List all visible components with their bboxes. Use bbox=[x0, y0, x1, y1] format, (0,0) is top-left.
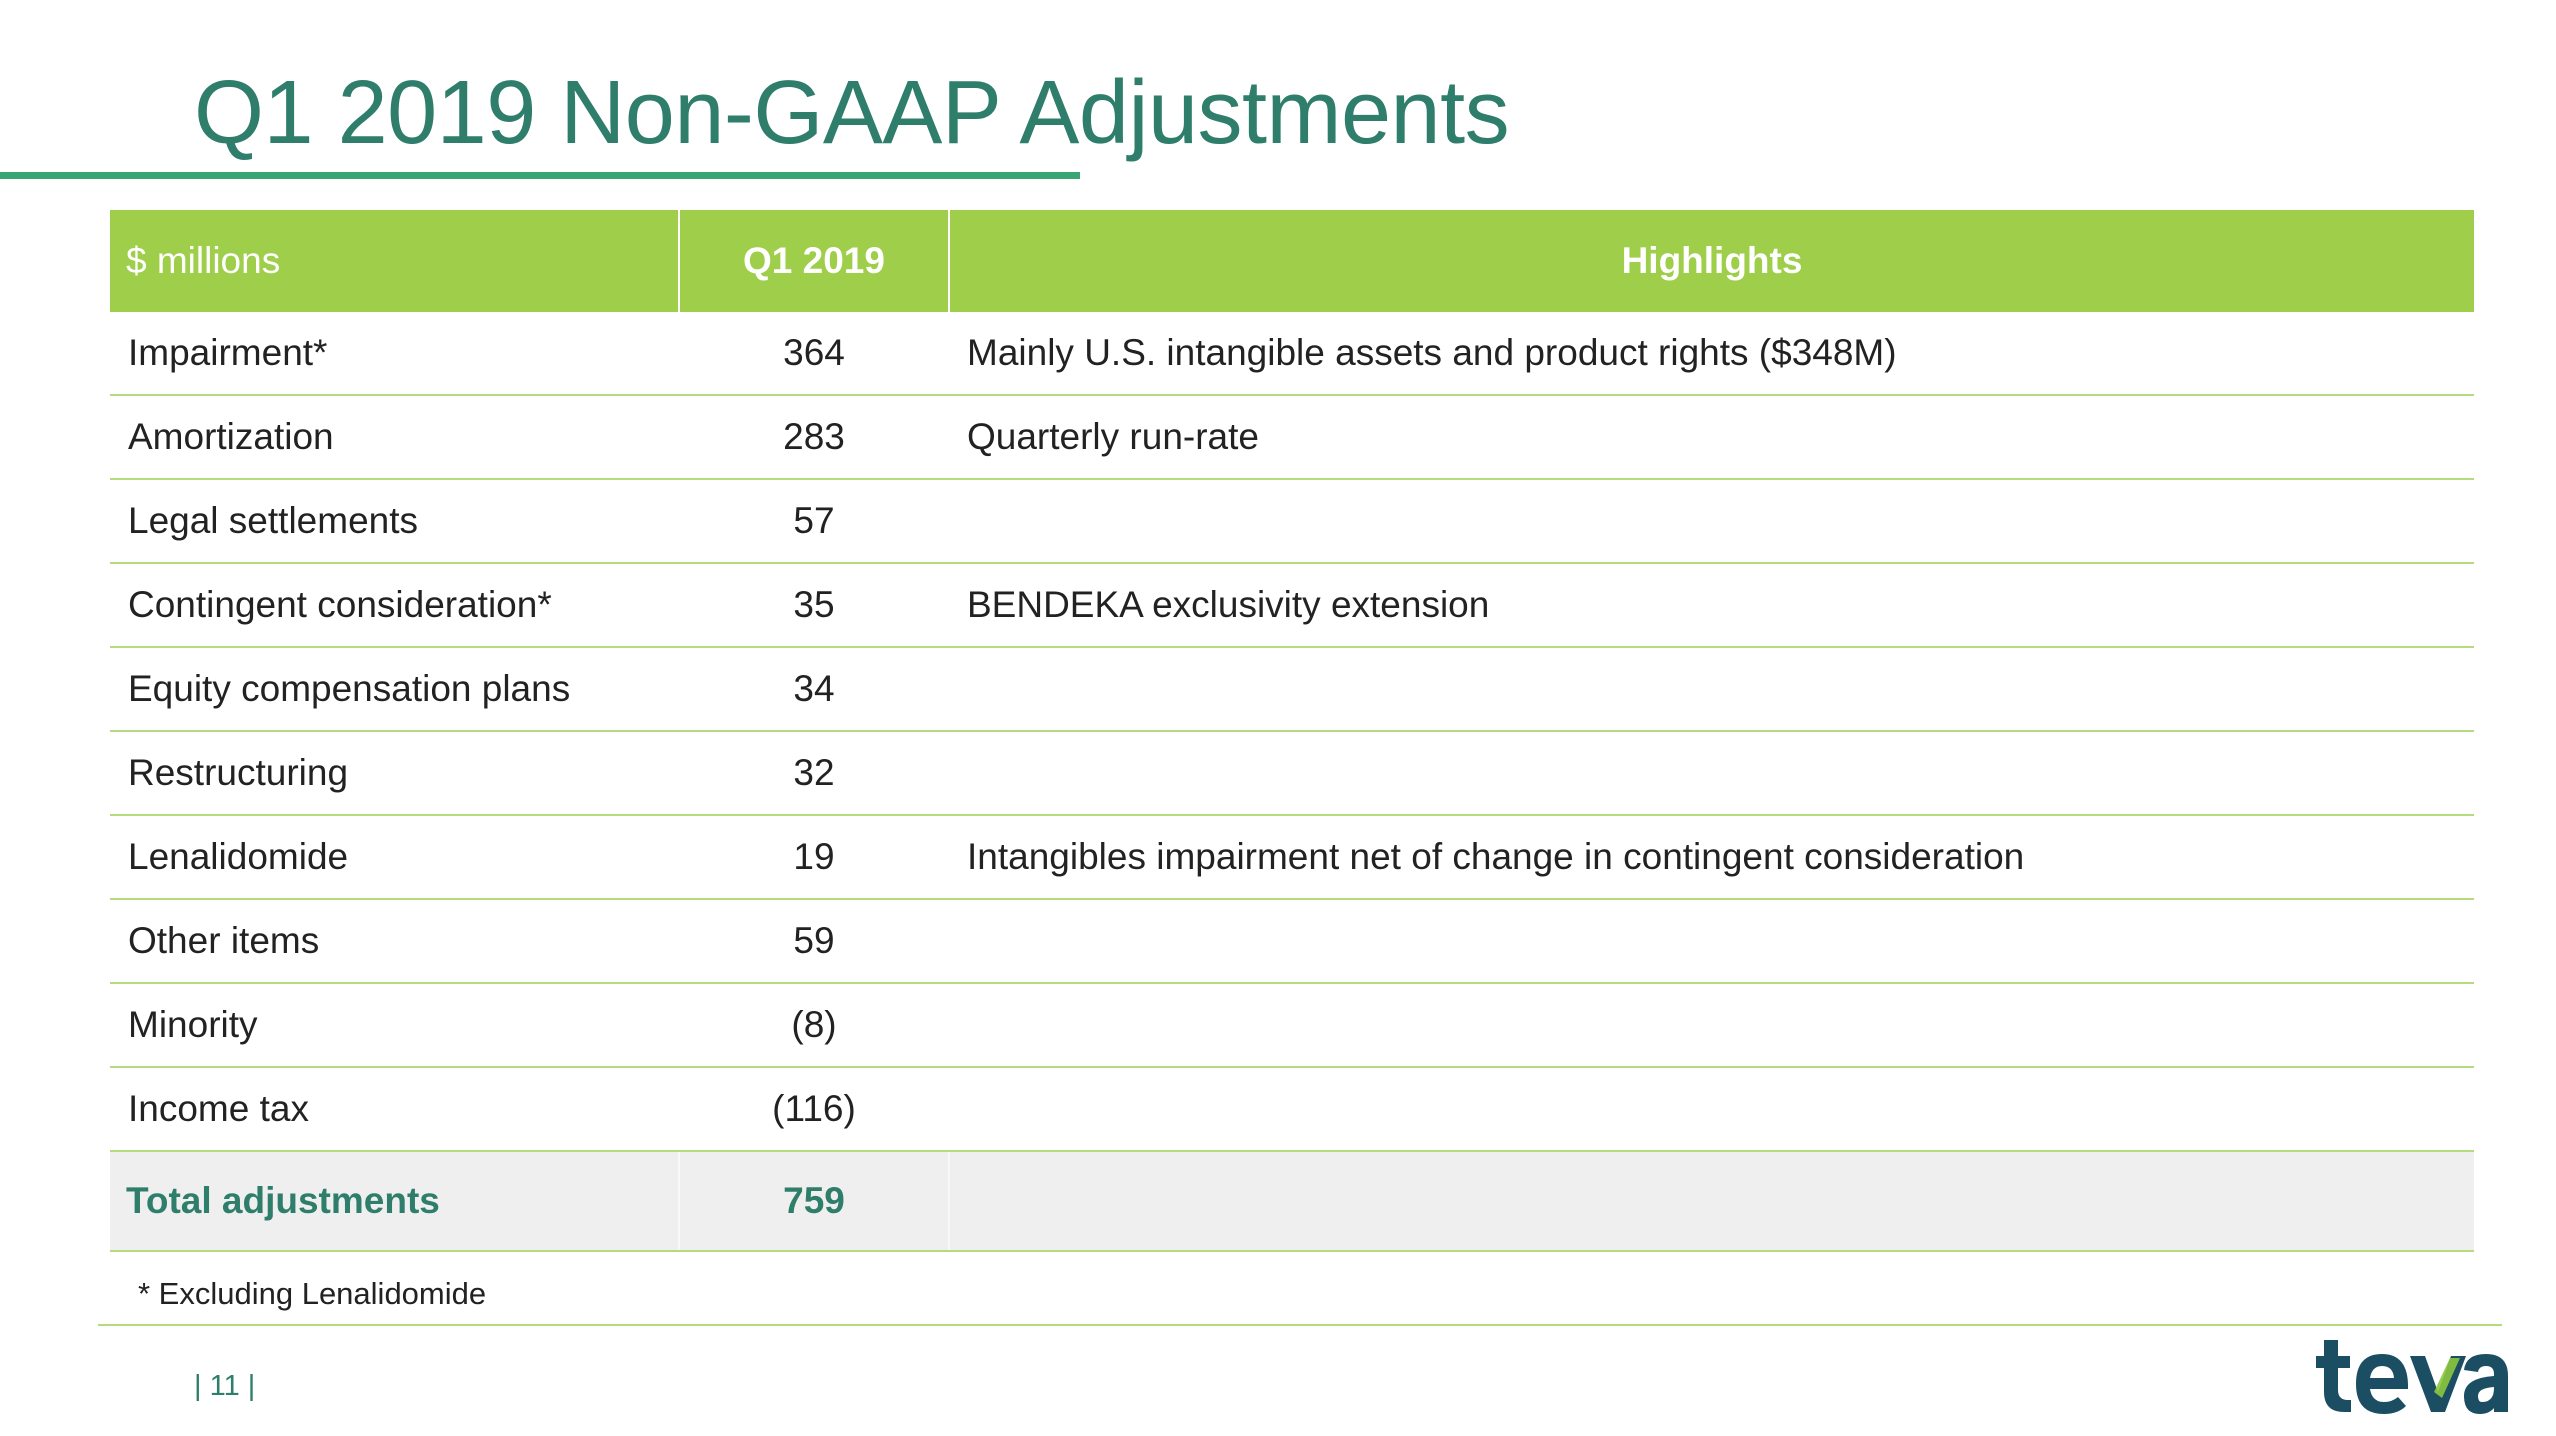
table-row: Minority (8) bbox=[110, 983, 2474, 1068]
row-label: Minority bbox=[110, 983, 679, 1068]
table-row: Income tax (116) bbox=[110, 1067, 2474, 1152]
header-highlights: Highlights bbox=[949, 210, 2474, 312]
row-value: 364 bbox=[679, 312, 949, 396]
table-row: Amortization 283 Quarterly run-rate bbox=[110, 395, 2474, 480]
row-label: Impairment* bbox=[110, 312, 679, 396]
row-label: Restructuring bbox=[110, 731, 679, 816]
row-value: 59 bbox=[679, 899, 949, 984]
row-highlight bbox=[949, 731, 2474, 816]
row-highlight: Quarterly run-rate bbox=[949, 395, 2474, 480]
table-row: Impairment* 364 Mainly U.S. intangible a… bbox=[110, 312, 2474, 396]
total-highlight bbox=[949, 1151, 2474, 1252]
table-header-row: $ millions Q1 2019 Highlights bbox=[110, 210, 2474, 312]
row-label: Other items bbox=[110, 899, 679, 984]
row-highlight: BENDEKA exclusivity extension bbox=[949, 563, 2474, 648]
teva-logo: teva bbox=[2316, 1340, 2508, 1414]
row-label: Amortization bbox=[110, 395, 679, 480]
row-label: Equity compensation plans bbox=[110, 647, 679, 732]
table-row: Equity compensation plans 34 bbox=[110, 647, 2474, 732]
row-highlight bbox=[949, 899, 2474, 984]
slide-title: Q1 2019 Non-GAAP Adjustments bbox=[194, 63, 1510, 163]
footer-divider bbox=[98, 1324, 2502, 1326]
row-value: 34 bbox=[679, 647, 949, 732]
total-value: 759 bbox=[678, 1151, 950, 1252]
row-value: (8) bbox=[679, 983, 949, 1068]
header-value: Q1 2019 bbox=[679, 210, 950, 312]
row-label: Legal settlements bbox=[110, 479, 679, 564]
row-value: 32 bbox=[679, 731, 949, 816]
row-highlight: Mainly U.S. intangible assets and produc… bbox=[949, 312, 2474, 396]
row-label: Contingent consideration* bbox=[110, 563, 679, 648]
header-label: $ millions bbox=[110, 210, 680, 312]
row-label: Income tax bbox=[110, 1067, 679, 1152]
row-highlight: Intangibles impairment net of change in … bbox=[949, 815, 2474, 900]
footnote: * Excluding Lenalidomide bbox=[138, 1276, 487, 1311]
row-value: 19 bbox=[679, 815, 949, 900]
table-row: Restructuring 32 bbox=[110, 731, 2474, 816]
adjustments-table: $ millions Q1 2019 Highlights Impairment… bbox=[110, 210, 2474, 1252]
table-row: Contingent consideration* 35 BENDEKA exc… bbox=[110, 563, 2474, 648]
row-highlight bbox=[949, 1067, 2474, 1152]
total-row: Total adjustments 759 bbox=[110, 1151, 2474, 1252]
page-number: | 11 | bbox=[194, 1370, 256, 1402]
row-highlight bbox=[949, 479, 2474, 564]
row-value: (116) bbox=[679, 1067, 949, 1152]
row-highlight bbox=[949, 647, 2474, 732]
total-label: Total adjustments bbox=[110, 1151, 679, 1252]
table-row: Legal settlements 57 bbox=[110, 479, 2474, 564]
row-label: Lenalidomide bbox=[110, 815, 679, 900]
row-highlight bbox=[949, 983, 2474, 1068]
row-value: 283 bbox=[679, 395, 949, 480]
table-row: Other items 59 bbox=[110, 899, 2474, 984]
title-underline bbox=[0, 172, 1080, 179]
row-value: 35 bbox=[679, 563, 949, 648]
row-value: 57 bbox=[679, 479, 949, 564]
table-row: Lenalidomide 19 Intangibles impairment n… bbox=[110, 815, 2474, 900]
